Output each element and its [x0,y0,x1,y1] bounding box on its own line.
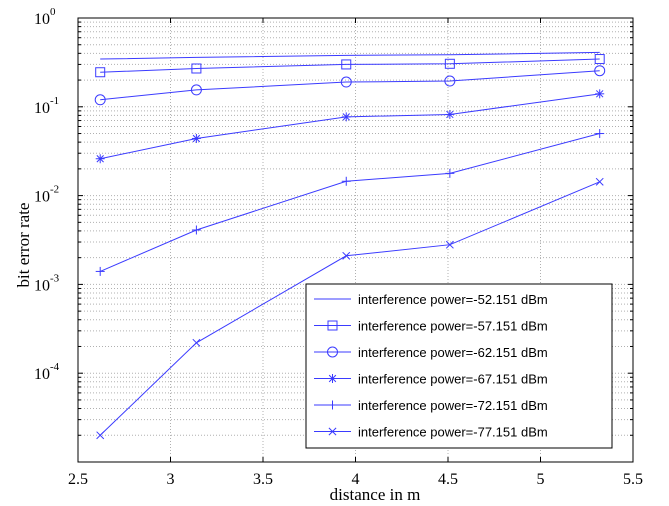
y-tick-label: 10 [34,366,50,383]
square-marker [327,320,338,331]
x-tick-label: 5.5 [623,471,643,488]
square-marker [444,58,455,69]
star-marker [341,112,351,122]
series-line [100,58,600,73]
legend-label: interference power=-62.151 dBm [358,345,548,360]
legend-entry: interference power=-67.151 dBm [314,372,548,387]
star-marker [95,154,105,164]
star-marker [191,133,201,143]
legend-entry: interference power=-72.151 dBm [314,398,548,413]
y-tick-exponent: -1 [50,95,59,107]
square-marker [341,59,352,70]
legend-entry: interference power=-52.151 dBm [314,292,548,307]
x-marker [328,427,337,436]
plus-marker [445,168,455,178]
plus-marker [328,400,337,410]
series-line [100,70,600,101]
legend-entry: interference power=-77.151 dBm [314,425,548,440]
y-tick-label: 10 [34,189,50,206]
y-tick-label: 10 [34,100,50,117]
series-6 [96,177,604,440]
series-1 [100,51,600,60]
x-marker [445,240,454,249]
axes-frame [77,17,634,463]
series-5 [95,129,605,276]
x-axis-label: distance in m [330,485,421,504]
plus-marker [95,266,105,276]
legend-label: interference power=-77.151 dBm [358,425,548,440]
x-tick-label: 4 [352,471,360,488]
star-marker [595,89,605,99]
square-marker [191,63,202,74]
x-marker [595,177,604,186]
circle-marker [444,75,456,87]
star-marker [445,109,455,119]
series-3 [94,65,606,106]
series-line [100,93,600,160]
y-tick-label: 10 [34,11,50,28]
x-tick-label: 3 [167,471,175,488]
legend-entry: interference power=-62.151 dBm [314,345,548,360]
circle-marker [94,94,106,106]
series-4 [95,89,605,164]
x-tick-label: 3.5 [253,471,273,488]
series-line [100,133,600,272]
x-tick-label: 2.5 [68,471,88,488]
series-line [100,51,600,60]
y-tick-exponent: -3 [50,272,60,284]
y-axis-label: bit error rate [14,203,33,288]
y-tick-exponent: -2 [50,184,59,196]
legend-label: interference power=-57.151 dBm [358,319,548,334]
x-marker [342,251,351,260]
circle-marker [594,65,606,77]
x-marker [192,338,201,347]
plus-marker [595,129,605,139]
circle-marker [190,84,202,96]
x-tick-label: 4.5 [438,471,458,488]
y-tick-exponent: 0 [50,6,56,18]
circle-marker [327,346,338,358]
legend-box [305,283,613,449]
y-tick-exponent: -4 [50,361,60,373]
plus-marker [341,176,351,186]
series-layer [94,51,606,440]
legend-label: interference power=-72.151 dBm [358,398,548,413]
plus-marker [191,225,201,235]
square-marker [594,54,605,65]
circle-marker [340,76,352,88]
legend: interference power=-52.151 dBm interferen… [305,283,613,449]
x-marker [96,431,105,440]
y-tick-label: 10 [34,277,50,294]
legend-entry: interference power=-57.151 dBm [314,319,548,334]
legend-label: interference power=-52.151 dBm [358,292,548,307]
legend-label: interference power=-67.151 dBm [358,372,548,387]
square-marker [95,67,106,78]
x-tick-label: 5 [537,471,545,488]
star-marker [328,374,337,383]
series-2 [95,54,605,78]
